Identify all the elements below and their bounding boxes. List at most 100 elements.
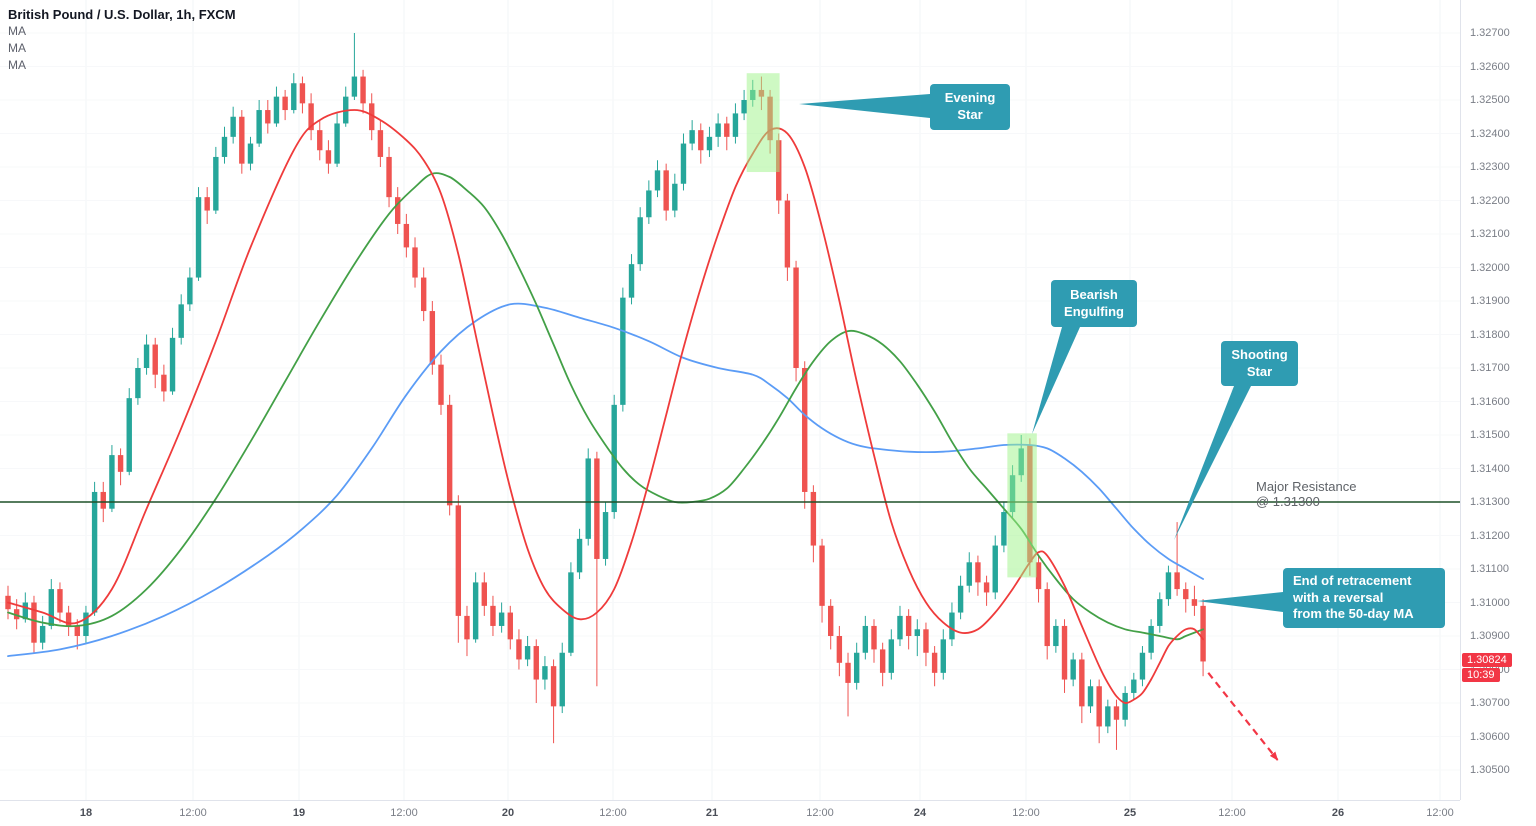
candle-body — [646, 190, 652, 218]
candle-body — [1148, 625, 1154, 653]
candle-body — [377, 130, 384, 157]
ma-indicator-label-1[interactable]: MA — [8, 24, 26, 38]
last-price-badge: 1.30824 — [1462, 653, 1512, 668]
candle-body — [369, 103, 375, 131]
candle-body — [446, 404, 453, 506]
candle-body — [386, 156, 392, 198]
price-axis-label: 1.30700 — [1470, 697, 1510, 709]
candle-body — [931, 652, 938, 673]
candle-body — [221, 136, 228, 157]
price-axis-label: 1.32700 — [1470, 27, 1510, 39]
candle-body — [256, 110, 262, 144]
time-axis-label: 21 — [705, 807, 719, 819]
candle-body — [464, 615, 470, 640]
ma-indicator-label-2[interactable]: MA — [8, 41, 26, 55]
candle-body — [1035, 562, 1042, 590]
candle-body — [195, 197, 202, 278]
price-axis-label: 1.31000 — [1470, 596, 1510, 609]
candle-body — [1165, 572, 1172, 600]
candle-body — [862, 625, 869, 653]
price-axis-label: 1.31700 — [1470, 362, 1510, 374]
price-axis-label: 1.31400 — [1470, 462, 1510, 475]
time-axis-label: 12:00 — [390, 807, 418, 819]
time-axis-label: 26 — [1331, 807, 1345, 819]
candle-body — [836, 636, 843, 663]
candle-body — [412, 247, 418, 278]
price-axis-label: 1.31300 — [1470, 496, 1510, 508]
chart-pane[interactable] — [0, 0, 1460, 800]
price-axis-label: 1.32100 — [1470, 228, 1510, 240]
candle-body — [498, 612, 505, 626]
candle-body — [680, 143, 687, 184]
resistance-label: Major Resistance @ 1.31300 — [1256, 479, 1357, 509]
ma-indicator-label-3[interactable]: MA — [8, 58, 26, 72]
candle-body — [1157, 599, 1163, 626]
callout-bearish-engulfing[interactable]: Bearish Engulfing — [1051, 280, 1137, 327]
candle-body — [169, 337, 176, 392]
time-axis-label: 24 — [913, 807, 927, 819]
price-axis-label: 1.31600 — [1470, 395, 1510, 408]
candle-body — [31, 602, 37, 643]
candle-body — [559, 652, 565, 707]
candle-body — [905, 615, 912, 636]
pattern-highlight-evening-star[interactable] — [746, 73, 780, 173]
candle-body — [802, 368, 808, 492]
price-axis[interactable]: 1.30824 10:39 1.32700 1.32600 1.32500 1.324… — [1460, 0, 1536, 800]
candle-body — [637, 217, 643, 265]
time-axis-label: 12:00 — [1426, 807, 1454, 819]
candle-body — [516, 639, 522, 660]
time-axis[interactable]: 18 12:00 19 12:00 20 12:00 21 12:00 24 12:00 25 12:… — [0, 800, 1460, 826]
projection-arrow[interactable] — [1207, 672, 1279, 761]
candle-body — [949, 612, 955, 640]
candle-body — [48, 589, 54, 626]
callout-shooting-star[interactable]: Shooting Star — [1221, 341, 1298, 386]
candle-body — [230, 116, 236, 137]
candle-body — [143, 344, 150, 368]
candle-body — [1105, 706, 1111, 727]
time-axis-label: 12:00 — [806, 807, 834, 819]
candle-body — [853, 652, 860, 683]
candle-body — [1070, 659, 1076, 680]
candle-body — [897, 615, 903, 640]
ma-line-fast[interactable] — [7, 109, 1204, 704]
candle-body — [741, 100, 747, 114]
candle-body — [282, 96, 288, 111]
candle-body — [845, 662, 851, 683]
candle-body — [39, 625, 46, 643]
candle-body — [204, 197, 210, 211]
time-axis-label: 19 — [292, 807, 306, 819]
candle-body — [178, 304, 184, 338]
candle-body — [992, 545, 998, 593]
price-axis-label: 1.32500 — [1470, 94, 1510, 106]
candle-body — [1087, 686, 1094, 707]
callout-pointer-bearish-engulfing — [1032, 327, 1080, 434]
candle-body — [126, 398, 132, 472]
candle-body — [429, 311, 436, 365]
symbol-title[interactable]: British Pound / U.S. Dollar, 1h, FXCM — [8, 7, 236, 22]
time-axis-label: 20 — [501, 807, 515, 819]
candle-body — [57, 589, 63, 613]
callout-pointer-evening-star — [799, 94, 930, 118]
candle-body — [1096, 686, 1102, 727]
candle-body — [914, 629, 920, 636]
callout-end-of-retracement[interactable]: End of retracement with a reversal from … — [1283, 568, 1445, 628]
candle-body — [888, 639, 895, 673]
candle-body — [550, 666, 557, 707]
ma-line-medium-50[interactable] — [7, 172, 1204, 641]
candle-body — [507, 612, 513, 640]
candle-body — [22, 602, 29, 620]
candle-body — [490, 605, 496, 626]
time-axis-label: 18 — [79, 807, 93, 819]
candle-body — [1113, 706, 1120, 720]
pattern-highlight-bearish-engulfing[interactable] — [1007, 433, 1037, 578]
candle-body — [793, 267, 799, 368]
callout-evening-star[interactable]: Evening Star — [930, 84, 1010, 130]
candle-body — [568, 572, 574, 653]
candle-body — [654, 170, 661, 191]
price-axis-label: 1.30600 — [1470, 730, 1510, 743]
candle-body — [100, 491, 106, 509]
price-axis-label: 1.31800 — [1470, 328, 1510, 341]
price-axis-label: 1.31100 — [1470, 563, 1509, 575]
ma-line-slow[interactable] — [7, 302, 1204, 657]
price-axis-label: 1.32200 — [1470, 194, 1510, 207]
